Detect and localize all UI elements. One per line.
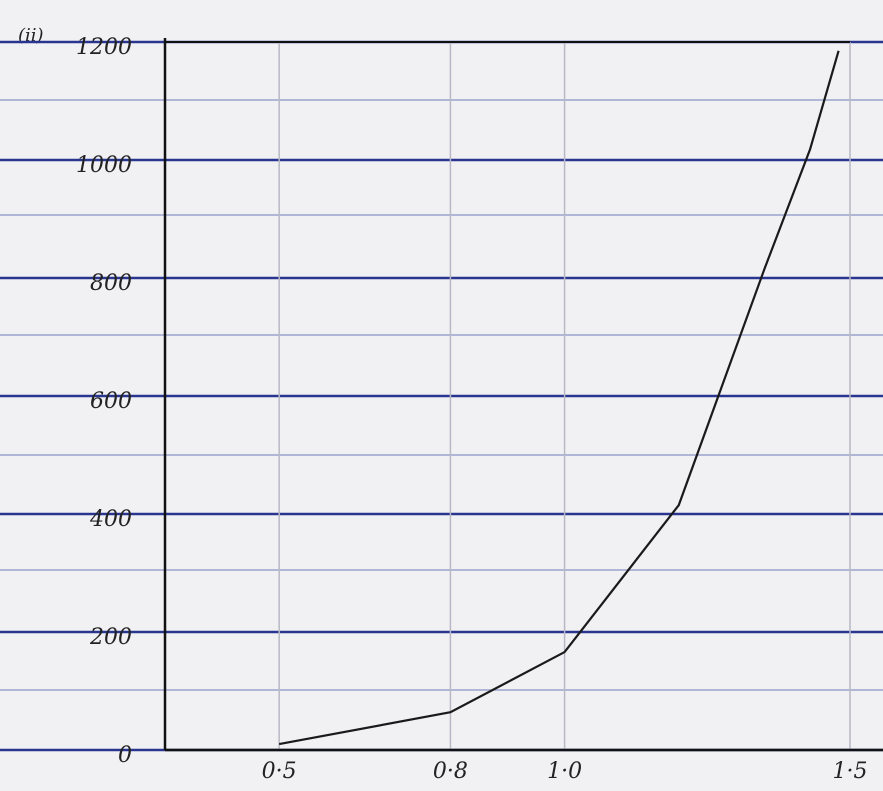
y-tick-label: 200 bbox=[89, 625, 132, 650]
y-tick-label: 400 bbox=[89, 507, 132, 532]
x-tick-label: 1·0 bbox=[547, 759, 582, 784]
x-tick-label: 0·5 bbox=[262, 759, 297, 784]
y-tick-label: 1000 bbox=[76, 153, 132, 178]
x-tick-label: 1·5 bbox=[833, 759, 868, 784]
chart: (ii) 0200400600800100012000·50·81·01·5 bbox=[0, 0, 883, 791]
y-tick-label: 1200 bbox=[76, 35, 132, 60]
x-tick-label: 0·8 bbox=[433, 759, 468, 784]
y-tick-label: 600 bbox=[90, 389, 132, 414]
y-tick-label: 800 bbox=[90, 271, 132, 296]
page: (ii) 0200400600800100012000·50·81·01·5 (… bbox=[0, 0, 883, 791]
y-tick-label: 0 bbox=[118, 743, 132, 768]
